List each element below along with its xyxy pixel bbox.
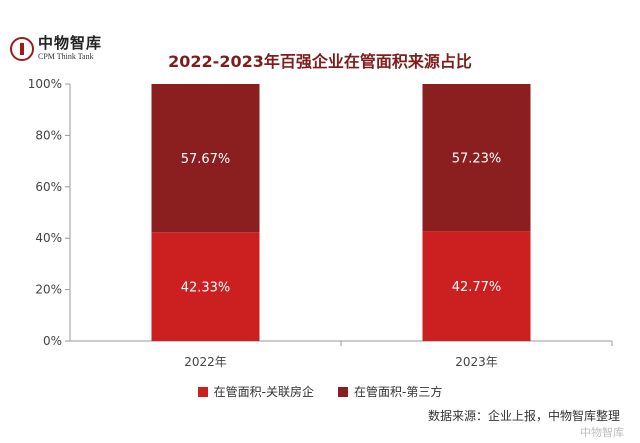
y-tick-label: 100% bbox=[28, 77, 62, 91]
data-label: 42.77% bbox=[452, 280, 502, 295]
legend-swatch-third-party bbox=[338, 386, 348, 397]
data-label: 57.23% bbox=[452, 152, 502, 167]
x-tick-label: 2022年 bbox=[184, 355, 227, 369]
data-label: 42.33% bbox=[181, 281, 231, 296]
y-tick-label: 60% bbox=[35, 180, 62, 194]
bar-third-party-1 bbox=[422, 84, 531, 232]
source-note: 数据来源：企业上报，中物智库整理 bbox=[427, 409, 620, 423]
chart: 0% 20% 40% 60% 80% 100% 42.33% 57.67% 2022年 42.77… bbox=[28, 77, 613, 369]
watermark: 中物智库 bbox=[580, 426, 624, 439]
data-label: 57.67% bbox=[181, 152, 231, 167]
y-tick-label: 40% bbox=[35, 231, 62, 245]
logo-name-cn: 中物智库 bbox=[38, 34, 103, 52]
y-tick-label: 80% bbox=[35, 128, 62, 142]
bar-third-party-0 bbox=[151, 84, 260, 233]
legend-item-related: 在管面积-关联房企 bbox=[197, 383, 314, 400]
legend-swatch-related bbox=[197, 386, 208, 397]
legend-label-third-party: 在管面积-第三方 bbox=[354, 385, 443, 399]
y-tick-label: 20% bbox=[35, 283, 62, 297]
chart-title: 2022-2023年百强企业在管面积来源占比 bbox=[168, 52, 472, 71]
logo: 中物智库 CPM Think Tank bbox=[10, 36, 102, 61]
logo-name-en: CPM Think Tank bbox=[38, 52, 94, 61]
logo-icon bbox=[10, 36, 34, 61]
y-tick-label: 0% bbox=[43, 334, 62, 348]
bar-related-0 bbox=[151, 232, 260, 341]
legend-label-related: 在管面积-关联房企 bbox=[213, 385, 314, 399]
legend-item-third-party: 在管面积-第三方 bbox=[338, 383, 442, 400]
legend: 在管面积-关联房企 在管面积-第三方 bbox=[0, 383, 640, 400]
x-tick-label: 2023年 bbox=[455, 355, 498, 369]
bar-related-1 bbox=[422, 231, 531, 341]
